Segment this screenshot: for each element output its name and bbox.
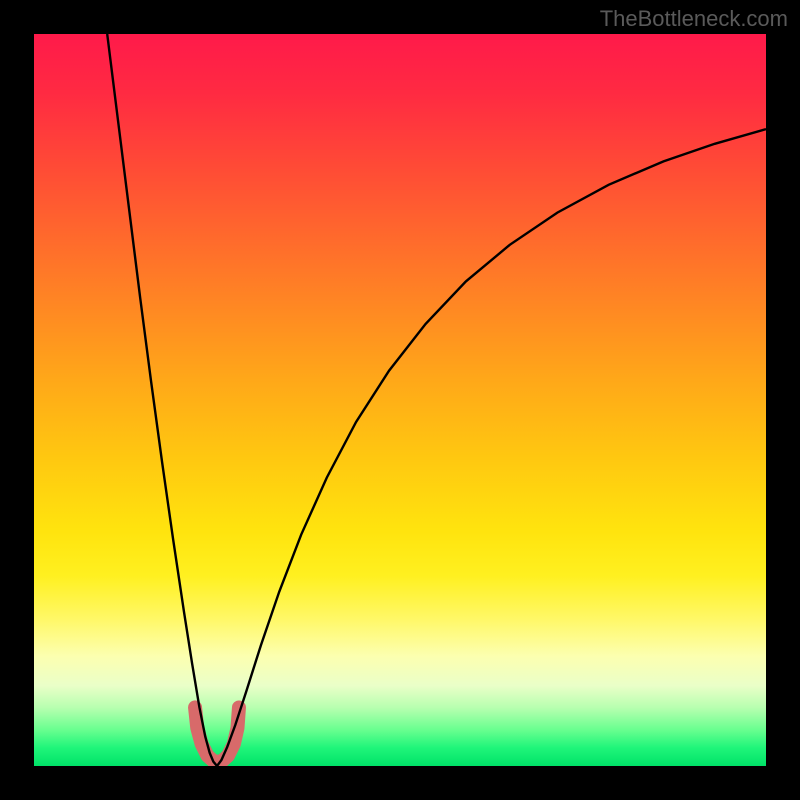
- watermark-text: TheBottleneck.com: [600, 6, 788, 32]
- chart-frame: TheBottleneck.com: [0, 0, 800, 800]
- curve-left: [107, 34, 217, 766]
- curve-right: [217, 129, 766, 766]
- curve-layer: [34, 34, 766, 766]
- plot-area: [34, 34, 766, 766]
